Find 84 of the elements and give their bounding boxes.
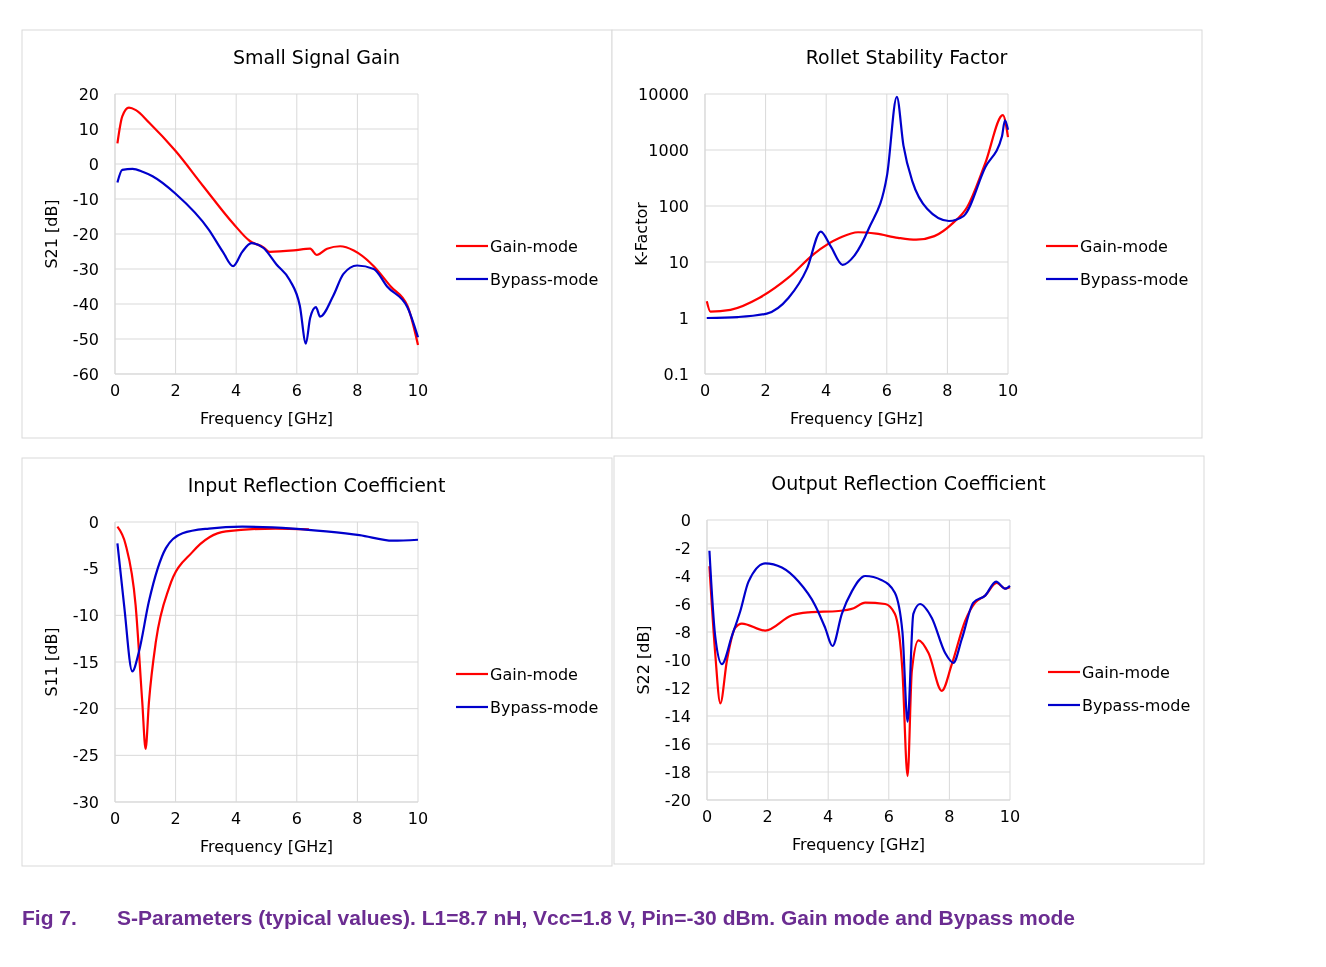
x-tick-label: 4	[231, 381, 242, 400]
chart-title: Output Reflection Coefficient	[771, 472, 1046, 494]
x-tick-label: 0	[699, 381, 711, 400]
x-axis-title: Frequency [GHz]	[791, 835, 926, 854]
y-tick-label: -6	[675, 594, 691, 614]
y-tick-label: 10	[78, 119, 99, 139]
legend-label: Bypass-mode	[1080, 269, 1189, 289]
x-tick-label: 4	[823, 807, 834, 826]
y-axis-title: K-Factor	[632, 201, 651, 266]
line-series	[116, 167, 420, 345]
y-tick-label: -8	[675, 622, 691, 642]
chart-title: Rollet Stability Factor	[805, 46, 1008, 68]
y-tick-label: -4	[675, 566, 691, 586]
legend-label: Bypass-mode	[490, 269, 599, 289]
legend-label: Gain-mode	[1082, 662, 1170, 682]
line-series	[116, 525, 311, 750]
y-tick-label: -14	[664, 706, 691, 726]
x-tick-label: 10	[407, 809, 429, 828]
y-tick-label: 0	[88, 154, 99, 174]
y-axis-title: S11 [dB]	[42, 627, 61, 697]
x-tick-label: 0	[109, 809, 121, 828]
legend-label: Bypass-mode	[1082, 695, 1191, 715]
y-tick-label: -12	[664, 678, 691, 698]
y-tick-label: -5	[83, 559, 99, 579]
y-tick-label: 20	[78, 84, 99, 104]
x-tick-label: 4	[231, 809, 242, 828]
y-tick-label: -16	[664, 734, 691, 754]
y-tick-label: 1	[678, 308, 689, 328]
y-tick-label: -18	[664, 762, 691, 782]
y-tick-label: -10	[72, 189, 99, 209]
y-tick-label: -30	[72, 259, 99, 279]
x-tick-label: 6	[883, 807, 894, 826]
y-tick-label: 0	[88, 512, 99, 532]
y-tick-label: -15	[72, 652, 99, 672]
y-tick-label: -10	[72, 605, 99, 625]
x-tick-label: 8	[942, 381, 953, 400]
x-tick-label: 0	[109, 381, 121, 400]
y-tick-label: -20	[72, 224, 99, 244]
y-tick-label: -40	[72, 294, 99, 314]
x-tick-label: 10	[407, 381, 429, 400]
x-tick-label: 8	[944, 807, 955, 826]
text: Fig 7. S-Parameters (typical values). L1=8.7 nH, Vcc=1.8 V, Pin=-30 dBm. Gain mode and Bypass mode	[22, 906, 1076, 929]
y-axis-title: S21 [dB]	[42, 199, 61, 269]
line-series	[708, 549, 1012, 723]
y-tick-label: -30	[72, 792, 99, 812]
line-series	[708, 565, 1012, 778]
chart-title: Small Signal Gain	[233, 46, 400, 68]
y-tick-label: -60	[72, 364, 99, 384]
y-tick-label: -2	[675, 538, 691, 558]
y-tick-label: -25	[72, 745, 99, 765]
x-tick-label: 6	[291, 381, 302, 400]
y-tick-label: -20	[72, 699, 99, 719]
x-axis-title: Frequency [GHz]	[789, 409, 924, 428]
legend-label: Gain-mode	[490, 664, 578, 684]
x-axis-title: Frequency [GHz]	[199, 837, 334, 856]
y-tick-label: 100	[658, 196, 689, 216]
x-tick-label: 10	[997, 381, 1019, 400]
y-axis-title: S22 [dB]	[634, 625, 653, 695]
legend-label: Gain-mode	[490, 236, 578, 256]
x-tick-label: 0	[701, 807, 713, 826]
y-tick-label: 0	[680, 510, 691, 530]
x-tick-label: 2	[170, 809, 181, 828]
x-tick-label: 2	[170, 381, 181, 400]
x-tick-label: 8	[352, 809, 363, 828]
x-axis-title: Frequency [GHz]	[199, 409, 334, 428]
x-tick-label: 4	[821, 381, 832, 400]
line-series	[116, 106, 420, 347]
x-tick-label: 10	[999, 807, 1021, 826]
legend-label: Gain-mode	[1080, 236, 1168, 256]
y-tick-label: -10	[664, 650, 691, 670]
chart-title: Input Reflection Coefficient	[187, 474, 446, 496]
legend-label: Bypass-mode	[490, 697, 599, 717]
y-tick-label: -20	[664, 790, 691, 810]
x-tick-label: 6	[881, 381, 892, 400]
y-tick-label: 10000	[638, 84, 689, 104]
x-tick-label: 6	[291, 809, 302, 828]
x-tick-label: 2	[760, 381, 771, 400]
y-tick-label: 10	[668, 252, 689, 272]
x-tick-label: 2	[762, 807, 773, 826]
x-tick-label: 8	[352, 381, 363, 400]
y-tick-label: -50	[72, 329, 99, 349]
y-tick-label: 0.1	[663, 364, 689, 384]
y-tick-label: 1000	[648, 140, 689, 160]
line-series	[116, 525, 420, 673]
